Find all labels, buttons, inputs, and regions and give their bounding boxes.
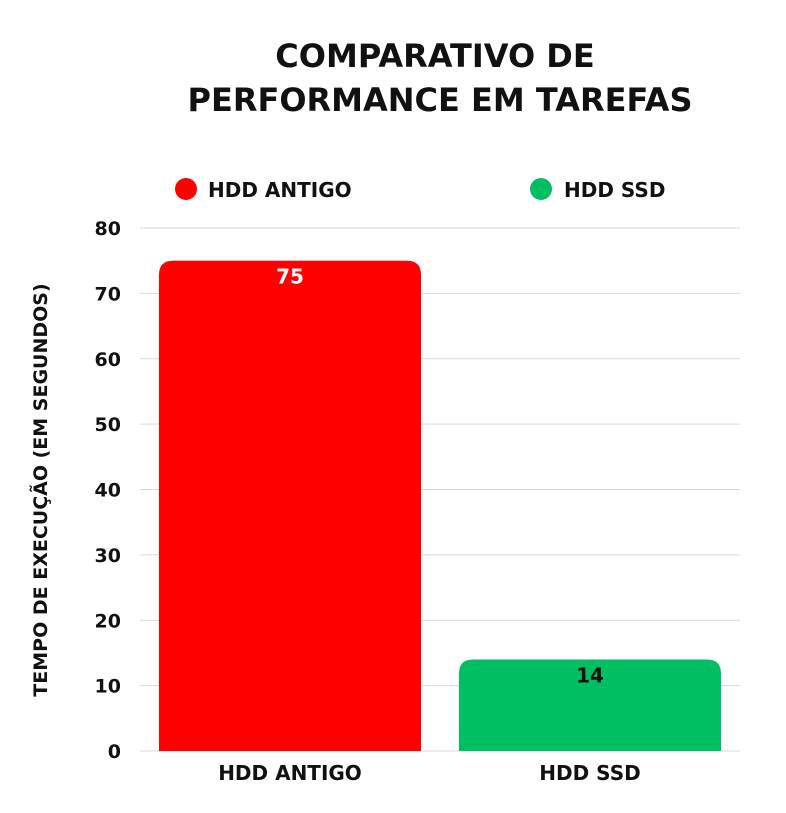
- legend-item-hdd-ssd: HDD SSD: [530, 178, 665, 202]
- data-label-hdd-antigo: 75: [276, 265, 304, 289]
- y-tick-label-60: 60: [95, 349, 121, 371]
- legend-item-hdd-antigo: HDD ANTIGO: [175, 178, 352, 202]
- chart-title-line-1: COMPARATIVO DE: [275, 37, 594, 75]
- x-axis-ticks: HDD ANTIGO HDD SSD: [218, 761, 641, 785]
- legend-label-hdd-ssd: HDD SSD: [564, 178, 665, 202]
- bar-hdd-ssd: [459, 659, 721, 751]
- bars: 75 14: [159, 260, 721, 751]
- y-tick-label-40: 40: [95, 480, 121, 502]
- chart-title: COMPARATIVO DE PERFORMANCE EM TAREFAS: [188, 37, 693, 119]
- chart-title-line-2: PERFORMANCE EM TAREFAS: [188, 81, 693, 119]
- legend-swatch-hdd-antigo: [175, 178, 197, 200]
- legend-swatch-hdd-ssd: [530, 178, 552, 200]
- x-tick-label-hdd-antigo: HDD ANTIGO: [218, 761, 362, 785]
- y-axis-label: TEMPO DE EXECUÇÃO (EM SEGUNDOS): [28, 283, 52, 696]
- data-label-hdd-ssd: 14: [576, 663, 604, 687]
- x-tick-label-hdd-ssd: HDD SSD: [539, 761, 640, 785]
- y-tick-label-80: 80: [95, 218, 121, 240]
- legend-label-hdd-antigo: HDD ANTIGO: [208, 178, 352, 202]
- y-axis-ticks: 0 10 20 30 40 50 60 70 80: [95, 218, 121, 763]
- y-tick-label-0: 0: [108, 741, 121, 763]
- y-tick-label-30: 30: [95, 545, 121, 567]
- y-tick-label-50: 50: [95, 414, 121, 436]
- bar-hdd-antigo: [159, 260, 421, 751]
- legend: HDD ANTIGO HDD SSD: [175, 178, 665, 202]
- y-tick-label-10: 10: [95, 676, 121, 698]
- y-tick-label-70: 70: [95, 283, 121, 305]
- y-tick-label-20: 20: [95, 610, 121, 632]
